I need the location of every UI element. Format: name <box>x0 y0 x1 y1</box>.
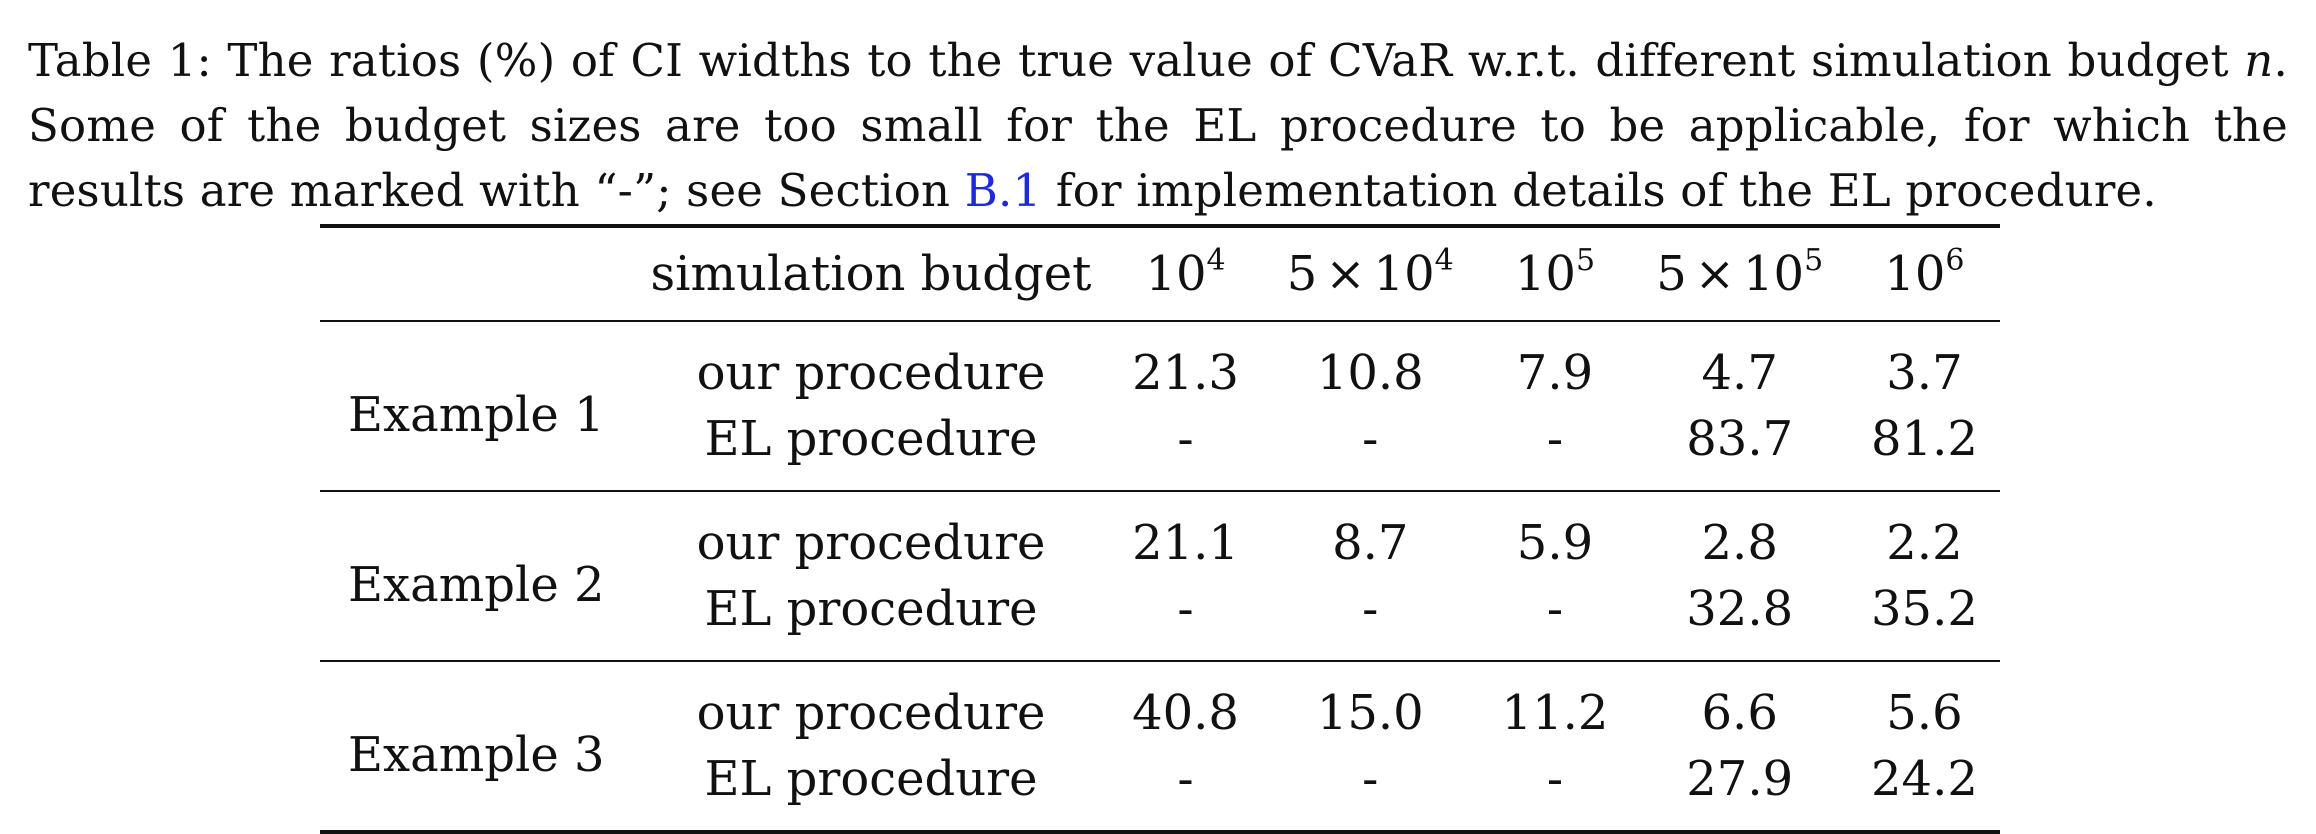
header-budget-5e5: 5 × 105 <box>1656 243 1824 303</box>
procedure-label: EL procedure <box>704 581 1038 637</box>
table-cell: 10.8 <box>1316 345 1424 401</box>
table-cell: 24.2 <box>1871 751 1978 807</box>
results-table-container: simulation budget 104 5 × 104 105 5 × 105 10… <box>320 224 2000 834</box>
table-cell: 7.9 <box>1516 345 1594 401</box>
table-cell: - <box>1177 411 1194 467</box>
section-link[interactable]: B.1 <box>964 164 1042 217</box>
table-caption: Table 1: The ratios (%) of CI widths to … <box>28 28 2288 223</box>
table-cell: 81.2 <box>1871 411 1978 467</box>
table-cell: 4.7 <box>1701 345 1778 401</box>
table-row: Example 3 our procedure 40.8 15.0 11.2 6… <box>320 661 2000 783</box>
table-cell: 11.2 <box>1501 685 1609 741</box>
table-cell: 2.8 <box>1701 515 1778 571</box>
table-cell: - <box>1546 411 1564 467</box>
example-label: Example 1 <box>348 387 605 443</box>
table-cell: 5.6 <box>1886 685 1963 741</box>
table-cell: - <box>1177 751 1194 807</box>
table-cell: - <box>1362 581 1379 637</box>
caption-text-2: . Some of the budget sizes are too small… <box>28 34 2288 217</box>
procedure-label: our procedure <box>696 685 1046 741</box>
header-budget-1e5: 105 <box>1514 243 1596 303</box>
example-label: Example 2 <box>348 557 605 613</box>
table-row: EL procedure - - - 83.7 81.2 <box>320 406 2000 491</box>
caption-text-1: The ratios (%) of CI widths to the true … <box>227 34 2229 87</box>
table-cell: - <box>1362 411 1379 467</box>
table-cell: 6.6 <box>1701 685 1778 741</box>
procedure-label: EL procedure <box>704 411 1038 467</box>
table-cell: 21.3 <box>1132 345 1239 401</box>
table-cell: - <box>1177 581 1194 637</box>
caption-text-3: for implementation details of the EL pro… <box>1055 164 2157 217</box>
table-cell: 5.9 <box>1516 515 1594 571</box>
table-cell: 83.7 <box>1686 411 1794 467</box>
procedure-label: EL procedure <box>704 751 1038 807</box>
table-cell: 8.7 <box>1332 515 1409 571</box>
results-table: simulation budget 104 5 × 104 105 5 × 105 10… <box>320 224 2000 834</box>
table-row: Example 2 our procedure 21.1 8.7 5.9 2.8… <box>320 491 2000 613</box>
table-cell: 3.7 <box>1886 345 1963 401</box>
header-budget-1e6: 106 <box>1884 243 1965 303</box>
caption-label: Table 1: <box>28 34 212 87</box>
table-cell: - <box>1546 751 1564 807</box>
table-cell: - <box>1546 581 1564 637</box>
table-cell: 40.8 <box>1132 685 1239 741</box>
example-label: Example 3 <box>348 727 605 783</box>
table-cell: 27.9 <box>1686 751 1794 807</box>
header-budget-5e4: 5 × 104 <box>1286 243 1454 303</box>
table-header-row: simulation budget 104 5 × 104 105 5 × 105 10… <box>320 226 2000 321</box>
caption-variable-n: n <box>2244 34 2274 87</box>
header-empty-cell <box>320 226 632 321</box>
table-row: EL procedure - - - 32.8 35.2 <box>320 576 2000 661</box>
table-cell: 15.0 <box>1316 685 1424 741</box>
table-cell: 21.1 <box>1132 515 1239 571</box>
procedure-label: our procedure <box>696 345 1046 401</box>
header-simulation-budget: simulation budget <box>650 246 1092 302</box>
table-cell: 2.2 <box>1886 515 1963 571</box>
header-budget-1e4: 104 <box>1145 243 1226 303</box>
table-row: Example 1 our procedure 21.3 10.8 7.9 4.… <box>320 321 2000 443</box>
table-cell: 35.2 <box>1871 581 1978 637</box>
procedure-label: our procedure <box>696 515 1046 571</box>
table-cell: 32.8 <box>1686 581 1794 637</box>
table-cell: - <box>1362 751 1379 807</box>
